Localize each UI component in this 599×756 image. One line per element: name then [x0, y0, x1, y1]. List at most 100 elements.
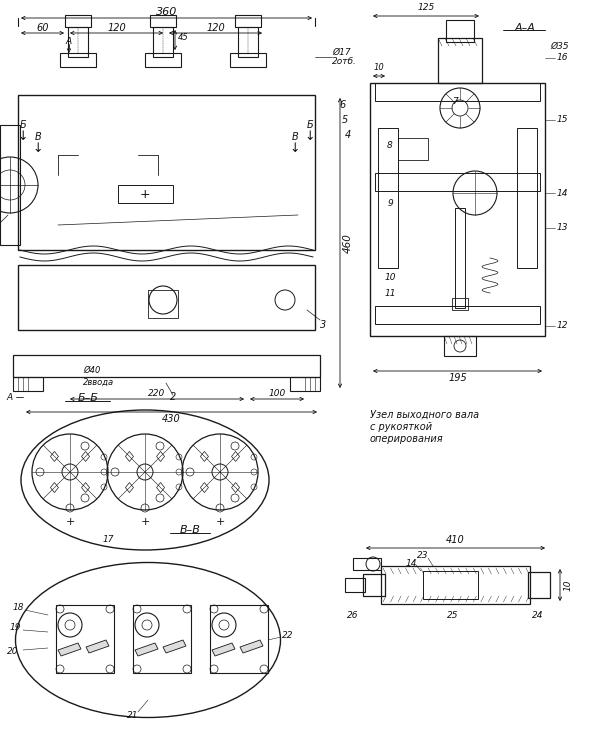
- Bar: [528, 572, 550, 598]
- Text: 7: 7: [452, 97, 458, 106]
- Text: ↓: ↓: [290, 142, 300, 156]
- Text: 15: 15: [557, 116, 568, 125]
- Polygon shape: [240, 640, 263, 653]
- Text: +: +: [140, 517, 150, 527]
- Text: A: A: [66, 36, 72, 45]
- Bar: [13, 355, 320, 377]
- Text: 11: 11: [384, 289, 396, 298]
- Bar: [444, 336, 476, 356]
- Text: 2ввода: 2ввода: [83, 377, 114, 386]
- Text: 16: 16: [557, 54, 568, 63]
- Text: Б: Б: [20, 120, 26, 130]
- Bar: [353, 558, 381, 570]
- Text: 21: 21: [127, 711, 139, 720]
- Polygon shape: [81, 482, 90, 493]
- Text: В–В: В–В: [180, 525, 201, 535]
- Polygon shape: [201, 451, 208, 461]
- Text: 4: 4: [345, 130, 351, 140]
- Bar: [375, 83, 540, 101]
- Text: 220: 220: [149, 389, 166, 398]
- Bar: [153, 27, 173, 57]
- Polygon shape: [232, 451, 240, 461]
- Bar: [452, 298, 468, 310]
- Bar: [230, 53, 266, 67]
- Bar: [423, 571, 478, 599]
- Text: 10: 10: [384, 274, 396, 283]
- Text: Ø35: Ø35: [550, 42, 568, 51]
- Bar: [13, 377, 43, 391]
- Text: +: +: [65, 517, 75, 527]
- Text: 9: 9: [387, 199, 393, 207]
- Text: 3: 3: [320, 320, 326, 330]
- Text: 23: 23: [418, 551, 429, 560]
- Text: 14: 14: [557, 188, 568, 197]
- Bar: [370, 83, 545, 336]
- Text: 125: 125: [418, 4, 435, 13]
- Ellipse shape: [16, 562, 280, 717]
- Text: +: +: [215, 517, 225, 527]
- Polygon shape: [135, 643, 158, 656]
- Polygon shape: [232, 482, 240, 493]
- Bar: [446, 20, 474, 42]
- Text: 120: 120: [107, 23, 126, 33]
- Bar: [60, 53, 96, 67]
- Ellipse shape: [21, 410, 269, 550]
- Bar: [18, 265, 315, 330]
- Polygon shape: [50, 482, 59, 493]
- Polygon shape: [81, 451, 90, 461]
- Bar: [18, 95, 315, 250]
- Bar: [210, 605, 268, 673]
- Bar: [455, 208, 465, 308]
- Text: Ø17: Ø17: [332, 48, 350, 57]
- Bar: [378, 128, 398, 268]
- Bar: [68, 27, 88, 57]
- Bar: [517, 128, 537, 268]
- Bar: [345, 578, 365, 592]
- Bar: [375, 306, 540, 324]
- Bar: [238, 27, 258, 57]
- Text: Б: Б: [307, 120, 313, 130]
- Bar: [65, 15, 91, 27]
- Text: 12: 12: [557, 321, 568, 330]
- Text: 14: 14: [406, 559, 417, 568]
- Text: 195: 195: [448, 373, 467, 383]
- Polygon shape: [156, 482, 165, 493]
- Polygon shape: [212, 643, 235, 656]
- Text: 22: 22: [282, 631, 294, 640]
- Bar: [375, 173, 540, 191]
- Text: 10: 10: [374, 64, 385, 73]
- Text: 17: 17: [102, 535, 114, 544]
- Text: 6: 6: [340, 100, 346, 110]
- Polygon shape: [201, 482, 208, 493]
- Text: 10: 10: [564, 579, 573, 590]
- Bar: [148, 290, 178, 318]
- Text: Узел выходного вала: Узел выходного вала: [370, 410, 479, 420]
- Text: 45: 45: [178, 33, 189, 42]
- Text: ↓: ↓: [305, 131, 315, 144]
- Text: 2отб.: 2отб.: [332, 57, 357, 67]
- Text: Б–Б: Б–Б: [77, 393, 98, 403]
- Polygon shape: [125, 482, 134, 493]
- Text: ↓: ↓: [33, 142, 43, 156]
- Bar: [0, 125, 20, 245]
- Text: 360: 360: [156, 7, 177, 17]
- Polygon shape: [86, 640, 109, 653]
- Bar: [235, 15, 261, 27]
- Text: 5: 5: [342, 115, 348, 125]
- Text: 8: 8: [387, 141, 393, 150]
- Polygon shape: [156, 451, 165, 461]
- Bar: [363, 574, 385, 596]
- Text: +: +: [140, 187, 150, 200]
- Text: А–А: А–А: [515, 23, 536, 33]
- Text: A: A: [7, 392, 13, 401]
- Text: Ø40: Ø40: [83, 365, 101, 374]
- Bar: [150, 15, 176, 27]
- Text: 13: 13: [557, 224, 568, 233]
- Text: 20: 20: [7, 647, 19, 656]
- Bar: [438, 38, 482, 83]
- Bar: [145, 53, 181, 67]
- Text: В: В: [35, 132, 41, 142]
- Text: 460: 460: [343, 233, 353, 253]
- Text: 410: 410: [446, 535, 465, 545]
- Text: ↓: ↓: [18, 131, 28, 144]
